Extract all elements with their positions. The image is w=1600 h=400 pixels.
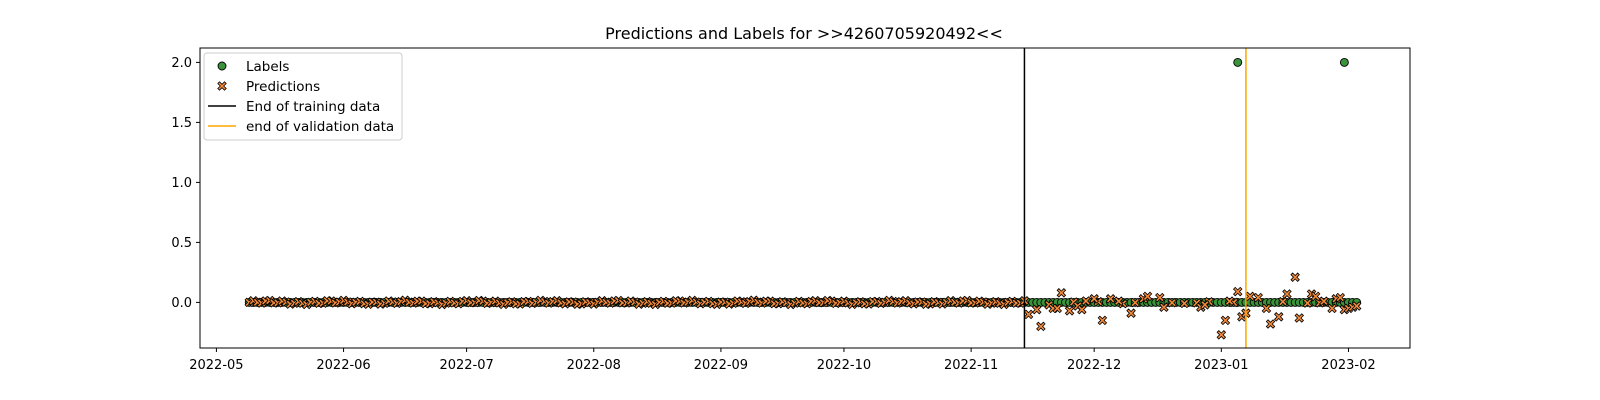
plot-frame — [199, 47, 1411, 349]
prediction-point — [1077, 304, 1087, 315]
prediction-point — [1232, 286, 1243, 297]
x-tick-label: 2022-05 — [189, 358, 243, 373]
prediction-point — [1031, 304, 1042, 315]
prediction-point — [1220, 315, 1231, 326]
x-tick-label: 2022-07 — [439, 358, 493, 373]
prediction-point — [1290, 272, 1300, 282]
legend-box — [203, 52, 403, 141]
prediction-point — [1335, 292, 1346, 303]
predictions-series — [244, 272, 1362, 340]
prediction-point — [1273, 312, 1284, 322]
y-tick-label: 1.0 — [171, 176, 192, 191]
plot-area — [244, 48, 1362, 348]
prediction-point — [1036, 321, 1046, 332]
prediction-point — [1126, 308, 1136, 318]
prediction-point — [1155, 292, 1165, 303]
prediction-point — [1261, 303, 1272, 314]
prediction-point — [1023, 309, 1034, 320]
prediction-point — [1179, 298, 1190, 309]
legend-label: Predictions — [246, 79, 320, 95]
prediction-point — [1253, 292, 1264, 303]
prediction-point — [1200, 300, 1210, 310]
prediction-point — [1265, 319, 1276, 329]
prediction-point — [1056, 288, 1067, 298]
prediction-point — [1097, 315, 1108, 326]
x-tick-label: 2023-02 — [1321, 358, 1375, 373]
prediction-point — [1114, 296, 1124, 306]
legend-labels-marker — [217, 61, 227, 71]
x-tick-label: 2022-11 — [944, 358, 998, 373]
y-tick-label: 2.0 — [171, 56, 192, 71]
prediction-point — [1064, 306, 1075, 316]
x-tick-label: 2023-01 — [1194, 358, 1248, 373]
chart-title: Predictions and Labels for >>42607059204… — [605, 24, 1003, 43]
label-point-outlier — [1233, 57, 1243, 67]
axes: 2022-05 2022-06 2022-07 2022-08 2022-09 2022-… — [171, 56, 1375, 373]
prediction-point — [1089, 294, 1099, 304]
prediction-point — [1319, 296, 1329, 306]
x-tick-label: 2022-08 — [567, 358, 621, 373]
legend-predictions-marker — [217, 81, 227, 91]
prediction-point — [1282, 289, 1292, 299]
labels-series — [244, 57, 1362, 307]
prediction-point — [1294, 313, 1305, 323]
x-tick-label: 2022-09 — [694, 358, 748, 373]
prediction-point — [1052, 303, 1063, 314]
y-tick-label: 1.5 — [171, 116, 192, 131]
prediction-point — [1327, 303, 1337, 314]
prediction-point — [1142, 291, 1153, 302]
label-point-outlier — [1339, 57, 1349, 67]
y-tick-label: 0.0 — [171, 296, 192, 311]
x-tick-label: 2022-12 — [1067, 358, 1121, 373]
x-tick-label: 2022-10 — [817, 358, 871, 373]
legend-label: end of validation data — [246, 119, 394, 135]
prediction-point — [1278, 296, 1288, 307]
legend: Labels Predictions End of training data end… — [203, 52, 403, 141]
prediction-point — [1105, 294, 1116, 304]
y-tick-label: 0.5 — [171, 236, 192, 251]
prediction-point — [1130, 297, 1140, 308]
prediction-point — [1351, 301, 1362, 311]
prediction-point — [1224, 296, 1235, 306]
prediction-point — [1159, 302, 1169, 312]
legend-label: Labels — [246, 59, 289, 75]
prediction-point — [1216, 330, 1227, 340]
prediction-point — [1302, 298, 1313, 308]
legend-label: End of training data — [246, 99, 380, 115]
x-tick-label: 2022-06 — [316, 358, 370, 373]
